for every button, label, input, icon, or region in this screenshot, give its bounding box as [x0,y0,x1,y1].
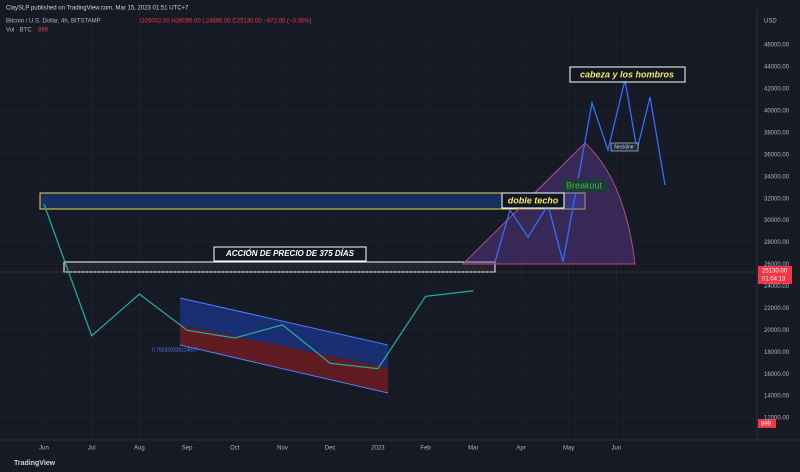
annotation: cabeza y los hombros [580,69,674,79]
y-tick-label: 14000.00 [764,394,790,400]
y-tick-label: 18000.00 [764,350,790,356]
y-tick-label: 20000.00 [764,328,790,334]
y-tick-label: 26000.00 [764,262,790,268]
publisher: ClaySLP published on TradingView.com, Ma… [6,6,189,12]
label-box [213,246,367,262]
plot [43,203,474,370]
y-tick-label: 16000.00 [764,372,790,378]
channel-upper [180,298,388,368]
volume-label: Vol · BTC [6,28,32,34]
double-top-zone [39,192,586,210]
y-tick-label: 44000.00 [764,65,790,71]
x-tick-label: 2023 [371,446,385,452]
annotation: Neckline [614,144,633,150]
x-tick-label: Jul [88,446,96,452]
x-tick-label: Feb [420,446,431,452]
chart-title: Bitcoin / U.S. Dollar, 4h, BITSTAMP [6,19,101,25]
annotation: Breakout [566,180,603,190]
label-box [610,142,639,152]
x-tick-label: May [563,446,574,452]
volume-value: 899 [38,28,49,34]
y-tick-label: 34000.00 [764,174,790,180]
y-tick-label: 36000.00 [764,152,790,158]
projection-path [494,79,666,263]
ohlc: O26002.00 H26095.00 L24896.00 C25130.00 … [140,19,311,25]
y-tick-label: 46000.00 [764,43,790,49]
y-tick-label: 32000.00 [764,196,790,202]
y-tick-label: 24000.00 [764,284,790,290]
channel-lower [180,325,388,393]
channel-line [179,344,389,394]
volume-tag [758,419,776,428]
y-tick-label: 38000.00 [764,130,790,136]
annotation: doble techo [508,195,559,205]
price-line [43,203,474,370]
annotation: ACCIÓN DE PRECIO DE 375 DÍAS [225,249,355,258]
y-tick-label: 40000.00 [764,108,790,114]
brand: TradingView [14,460,56,467]
x-tick-label: Apr [516,446,525,452]
x-tick-label: Oct [230,446,240,452]
y-tick-label: 22000.00 [764,306,790,312]
label-box [501,192,565,209]
annotation: 0.782320328114837 [152,347,198,353]
currency: USD [764,19,777,25]
channel-line [179,297,389,346]
x-tick-label: Aug [134,446,145,452]
y-tick-label: 28000.00 [764,240,790,246]
x-tick-label: Jun [612,446,622,452]
countdown: 01:04:13 [762,277,786,283]
x-tick-label: Dec [325,446,336,452]
y-tick-label: 30000.00 [764,218,790,224]
x-tick-label: Jun [39,446,49,452]
volume-tag-label: 899 [761,422,772,428]
range-box [63,261,496,273]
x-tick-label: Nov [277,446,288,452]
y-tick-label: 42000.00 [764,87,790,93]
x-tick-label: Mar [468,446,478,452]
label-box [562,179,607,192]
label-box [569,66,686,83]
y-tick-label: 12000.00 [764,416,790,422]
last-price: 25130.00 [762,269,788,275]
last-price-tag [758,266,792,284]
x-tick-label: Sep [182,446,193,452]
